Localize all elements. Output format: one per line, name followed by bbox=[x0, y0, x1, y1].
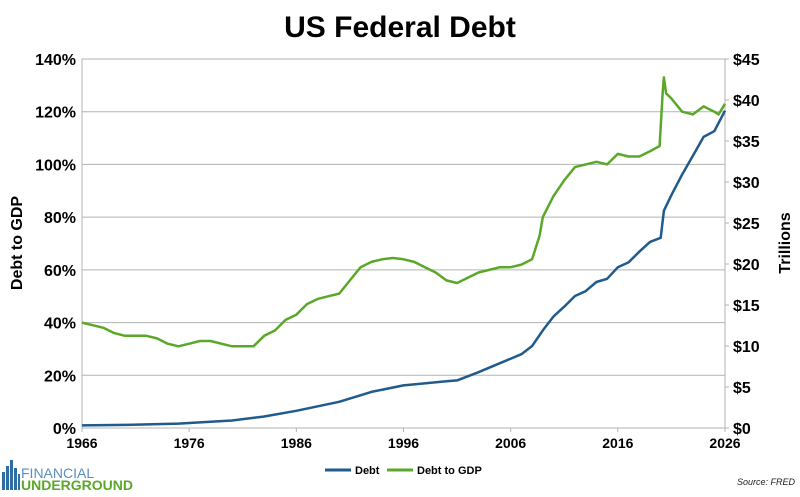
legend: Debt Debt to GDP bbox=[325, 465, 482, 477]
y-right-tick-label: $25 bbox=[733, 216, 760, 233]
x-tick-label: 1996 bbox=[388, 435, 419, 451]
y-left-tick-label: 20% bbox=[44, 368, 76, 385]
y-left-tick-label: 60% bbox=[44, 263, 76, 280]
logo: FINANCIAL UNDERGROUND bbox=[2, 460, 133, 493]
y-right-tick-label: $5 bbox=[733, 380, 751, 397]
y-right-tick-label: $40 bbox=[733, 93, 760, 110]
legend-debt-label: Debt bbox=[355, 465, 380, 477]
y-right-tick-label: $10 bbox=[733, 339, 760, 356]
x-tick-label: 1976 bbox=[174, 435, 205, 451]
plot-area-border bbox=[81, 58, 726, 429]
debt-to-gdp-line bbox=[81, 76, 727, 348]
debt-line bbox=[81, 110, 727, 427]
chart-title: US Federal Debt bbox=[284, 11, 516, 44]
x-tick-label: 2006 bbox=[495, 435, 526, 451]
y-left-tick-label: 40% bbox=[44, 316, 76, 333]
legend-gdp-label: Debt to GDP bbox=[417, 465, 482, 477]
y-right-tick-label: $20 bbox=[733, 257, 760, 274]
y-right-tick-label: $35 bbox=[733, 134, 760, 151]
x-tick-label: 2016 bbox=[602, 435, 633, 451]
x-tick-label: 1986 bbox=[281, 435, 312, 451]
y-axis-left-label: Debt to GDP bbox=[9, 196, 26, 291]
x-tick-label: 1966 bbox=[66, 435, 97, 451]
y-right-tick-label: $0 bbox=[733, 421, 751, 438]
x-tick-label: 2026 bbox=[709, 435, 740, 451]
y-left-tick-label: 100% bbox=[35, 157, 76, 174]
logo-line1: FINANCIAL bbox=[21, 465, 94, 481]
source-note: Source: FRED bbox=[737, 477, 796, 487]
y-right-tick-label: $45 bbox=[733, 52, 760, 69]
y-left-tick-label: 120% bbox=[35, 105, 76, 122]
logo-line2: UNDERGROUND bbox=[21, 477, 133, 492]
y-left-tick-label: 140% bbox=[35, 52, 76, 69]
y-left-tick-label: 0% bbox=[53, 421, 76, 438]
y-axis-right-label: Trillions bbox=[777, 212, 794, 273]
y-left-tick-label: 80% bbox=[44, 210, 76, 227]
skyline-icon bbox=[2, 460, 20, 490]
y-right-tick-label: $15 bbox=[733, 298, 760, 315]
y-right-tick-label: $30 bbox=[733, 175, 760, 192]
